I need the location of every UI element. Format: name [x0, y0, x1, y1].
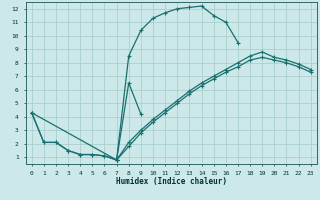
X-axis label: Humidex (Indice chaleur): Humidex (Indice chaleur) — [116, 177, 227, 186]
